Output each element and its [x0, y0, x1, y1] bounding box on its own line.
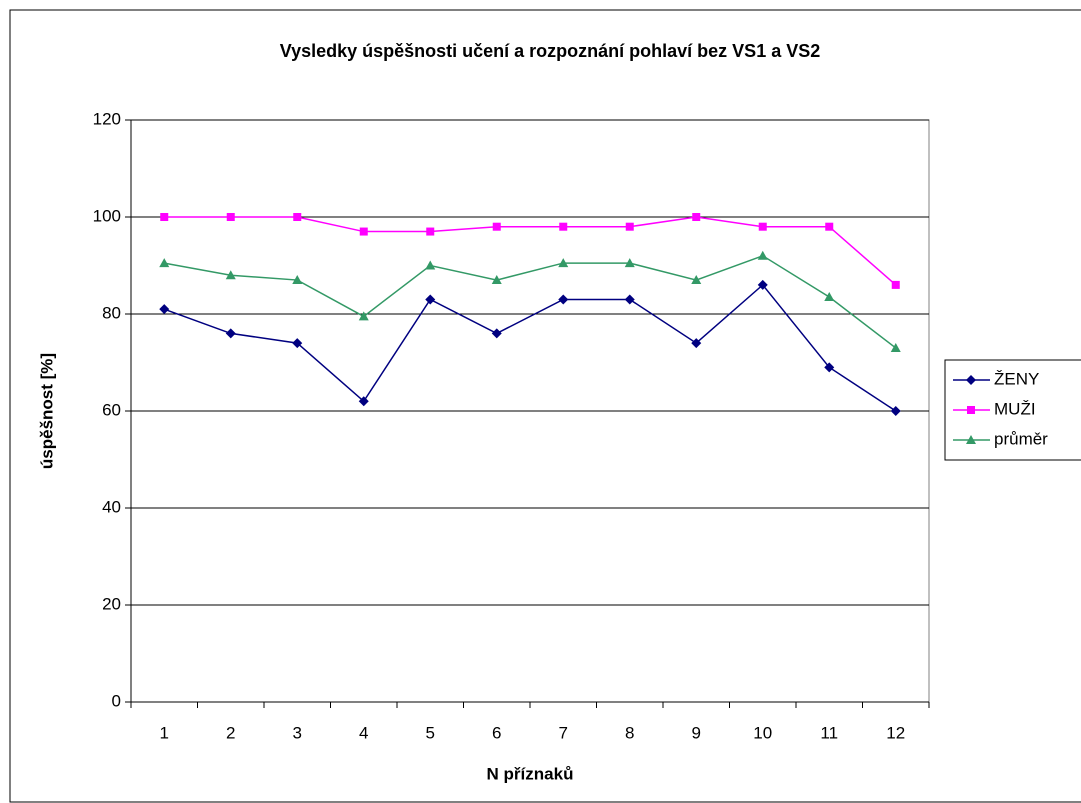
marker: [891, 280, 900, 289]
x-tick-label: 10: [753, 723, 772, 742]
legend-label: ŽENY: [994, 369, 1039, 388]
x-tick-label: 6: [492, 723, 501, 742]
marker: [558, 258, 569, 268]
series-line: [164, 254, 897, 349]
marker: [967, 406, 975, 414]
legend-label: průměr: [994, 429, 1048, 448]
marker: [558, 294, 569, 305]
marker: [825, 222, 834, 231]
marker: [890, 406, 901, 416]
marker: [624, 294, 635, 305]
marker: [159, 258, 170, 268]
marker: [426, 227, 435, 236]
marker: [359, 227, 368, 236]
x-tick-label: 3: [293, 723, 302, 742]
legend-label: MUŽI: [994, 399, 1036, 418]
series-line: [164, 216, 897, 286]
marker: [691, 275, 702, 285]
x-tick-label: 12: [886, 723, 905, 742]
marker: [757, 279, 768, 290]
marker: [492, 222, 501, 231]
marker: [225, 270, 236, 280]
series-line: [163, 283, 897, 412]
x-tick-label: 7: [559, 723, 568, 742]
marker: [159, 304, 170, 315]
marker: [292, 338, 303, 349]
x-axis-label: N příznaků: [487, 764, 574, 783]
marker: [425, 294, 436, 305]
marker: [225, 328, 236, 339]
marker: [491, 328, 502, 339]
x-tick-label: 4: [359, 723, 368, 742]
y-tick-label: 60: [102, 400, 121, 419]
x-tick-label: 8: [625, 723, 634, 742]
marker: [624, 258, 635, 268]
y-tick-label: 100: [93, 206, 121, 225]
marker: [292, 275, 303, 285]
marker: [491, 275, 502, 285]
marker: [824, 362, 835, 373]
x-tick-label: 11: [820, 723, 838, 742]
x-tick-label: 2: [226, 723, 235, 742]
x-tick-label: 9: [692, 723, 701, 742]
y-tick-label: 40: [102, 497, 121, 516]
marker: [358, 396, 369, 407]
marker: [757, 250, 768, 260]
marker: [358, 311, 369, 321]
marker: [625, 222, 634, 231]
marker: [691, 338, 702, 349]
x-tick-label: 1: [160, 723, 169, 742]
marker: [824, 292, 835, 302]
marker: [758, 222, 767, 231]
marker: [692, 213, 701, 221]
marker: [160, 213, 169, 221]
y-axis-label: úspěšnost [%]: [37, 353, 56, 469]
marker: [425, 260, 436, 270]
y-tick-label: 80: [102, 303, 121, 322]
y-tick-label: 0: [112, 691, 121, 710]
marker: [966, 435, 976, 444]
y-tick-label: 20: [102, 594, 121, 613]
marker: [293, 213, 302, 221]
marker: [966, 375, 976, 385]
chart-title: Vysledky úspěšnosti učení a rozpoznání p…: [280, 41, 821, 61]
marker: [226, 213, 235, 221]
marker: [559, 222, 568, 231]
x-tick-label: 5: [426, 723, 435, 742]
y-tick-label: 120: [93, 109, 121, 128]
marker: [890, 342, 901, 352]
